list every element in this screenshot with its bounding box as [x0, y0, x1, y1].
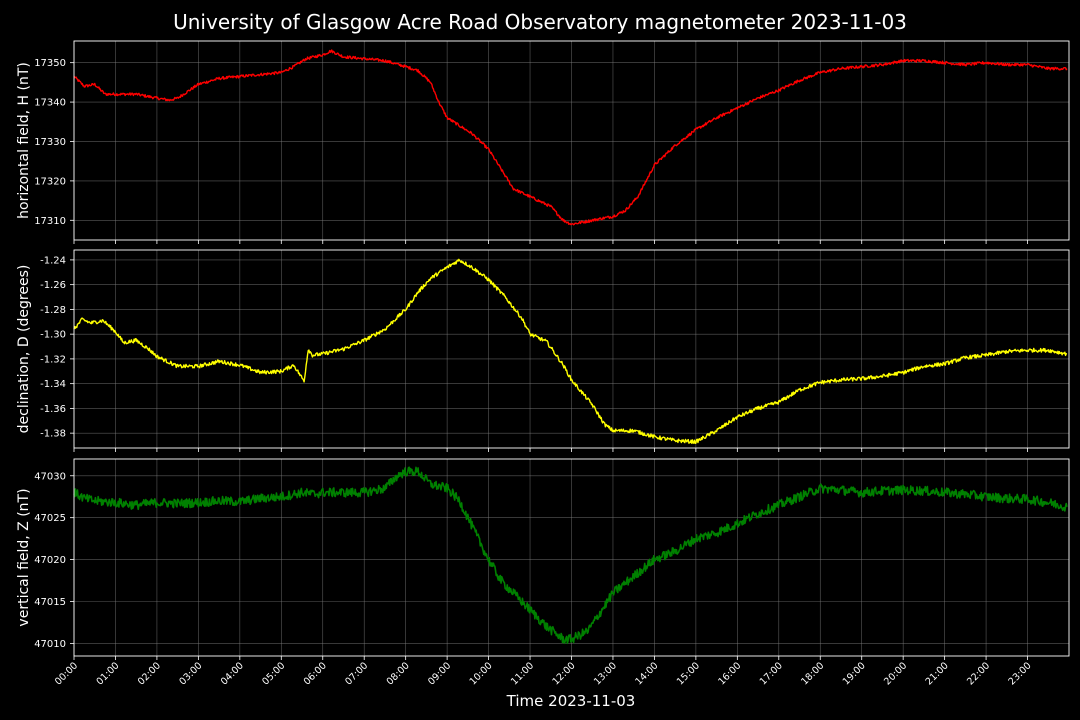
- y-tick-label: 47030: [34, 471, 66, 482]
- y-tick-label: 17340: [34, 98, 66, 109]
- axes-frame: [73, 40, 1070, 241]
- panel-2: -1.38 -1.36 -1.34 -1.32 -1.30 -1.28 -1.26 -1.24…: [16, 249, 1070, 452]
- y-tick-label: -1.32: [40, 354, 66, 365]
- y-tick-label: 17330: [34, 137, 66, 148]
- axes-frame: [73, 249, 1070, 449]
- y-tick-label: -1.34: [40, 379, 66, 390]
- y-tick-label: -1.36: [40, 404, 66, 415]
- axes-frame: [73, 458, 1070, 657]
- y-tick-label: 47025: [34, 513, 66, 524]
- y-tick-label: -1.24: [40, 255, 66, 266]
- y-tick-label: -1.28: [40, 305, 66, 316]
- x-axis-label: Time 2023-11-03: [506, 692, 636, 710]
- series-line: [73, 49, 1068, 226]
- y-tick-label: -1.30: [40, 330, 66, 341]
- y-tick-label: -1.38: [40, 429, 66, 440]
- y-tick-label: 17350: [34, 58, 66, 69]
- y-tick-label: 47020: [34, 555, 66, 566]
- series-line: [73, 466, 1068, 645]
- y-tick-label: 17310: [34, 216, 66, 227]
- series-line: [73, 258, 1068, 445]
- y-tick-label: 47015: [34, 597, 66, 608]
- y-axis-label: vertical field, Z (nT): [16, 488, 32, 626]
- y-axis-label: declination, D (degrees): [16, 265, 32, 434]
- chart-title: University of Glasgow Acre Road Observat…: [173, 10, 907, 34]
- y-axis-label: horizontal field, H (nT): [16, 62, 32, 219]
- y-tick-label: -1.26: [40, 280, 66, 291]
- y-tick-label: 17320: [34, 176, 66, 187]
- y-tick-label: 47010: [34, 639, 66, 650]
